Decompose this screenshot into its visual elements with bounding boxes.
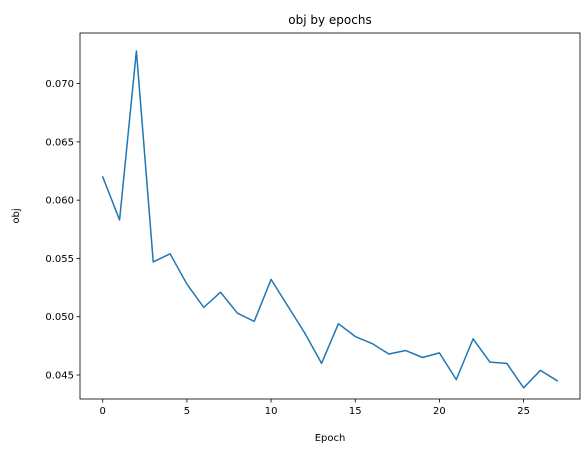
x-axis-label: Epoch: [315, 433, 346, 444]
x-tick-label: 10: [265, 406, 278, 417]
x-axis-ticks: 0 5 10 15 20 25: [100, 399, 530, 417]
y-tick-label: 0.070: [45, 79, 74, 90]
y-tick-label: 0.065: [45, 137, 74, 148]
y-tick-label: 0.060: [45, 196, 74, 207]
y-tick-label: 0.050: [45, 312, 74, 323]
y-tick-label: 0.045: [45, 370, 74, 381]
x-tick-label: 20: [433, 406, 446, 417]
series-line: [101, 50, 559, 389]
y-axis-ticks: 0.045 0.050 0.055 0.060 0.065 0.070: [45, 79, 80, 381]
y-axis-label: obj: [11, 208, 22, 223]
plot-area-frame: [79, 32, 581, 400]
x-tick-label: 25: [517, 406, 530, 417]
chart-title: obj by epochs: [288, 13, 371, 27]
x-tick-label: 5: [184, 406, 190, 417]
x-tick-label: 15: [349, 406, 362, 417]
y-tick-label: 0.055: [45, 254, 74, 265]
x-tick-label: 0: [100, 406, 106, 417]
